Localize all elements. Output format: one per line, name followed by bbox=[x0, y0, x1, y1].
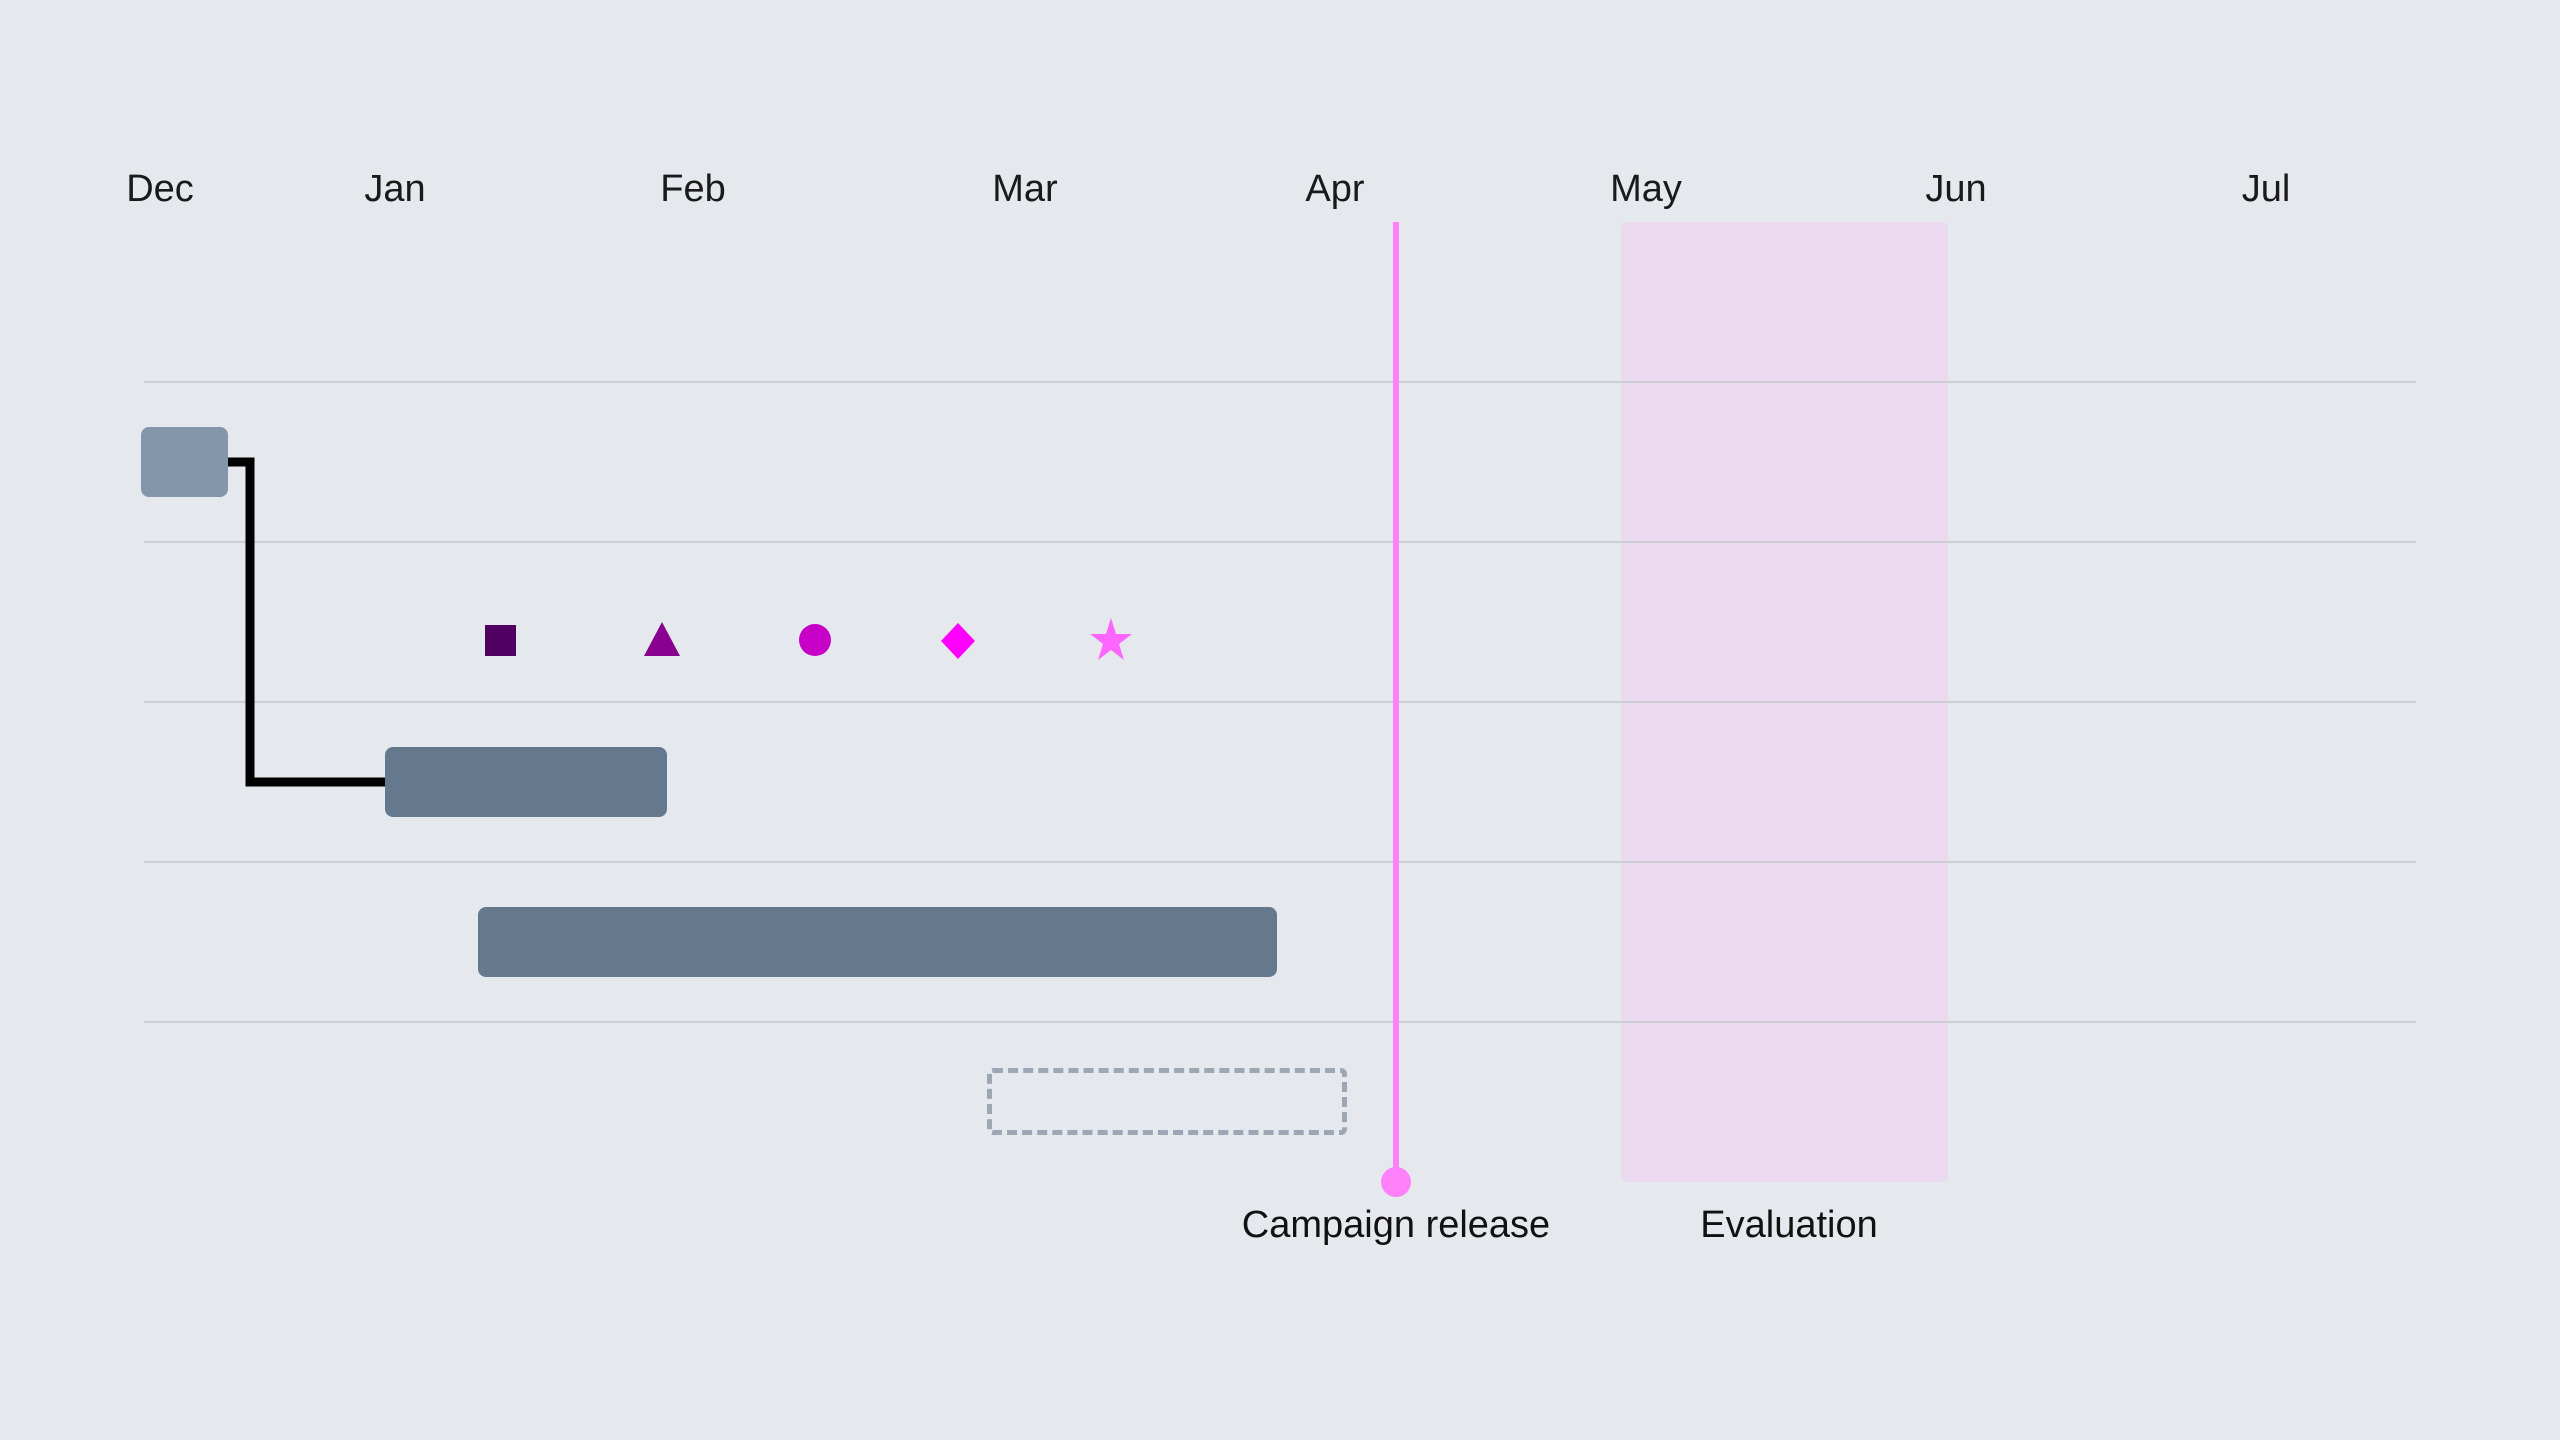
month-label-may: May bbox=[1610, 168, 1682, 210]
evaluation-label: Evaluation bbox=[1700, 1204, 1878, 1246]
row-gridline bbox=[144, 701, 2416, 703]
task-bar-3[interactable] bbox=[478, 907, 1277, 977]
task-bar-1[interactable] bbox=[141, 427, 228, 497]
month-label-mar: Mar bbox=[992, 168, 1058, 210]
month-label-dec: Dec bbox=[126, 168, 194, 210]
month-label-apr: Apr bbox=[1305, 168, 1365, 210]
placeholder-task-bar[interactable] bbox=[987, 1068, 1347, 1135]
row-gridline bbox=[144, 1021, 2416, 1023]
campaign-release-label: Campaign release bbox=[1241, 1204, 1551, 1246]
diamond-marker-icon[interactable] bbox=[941, 623, 975, 659]
month-label-jan: Jan bbox=[364, 168, 426, 210]
row-gridline bbox=[144, 541, 2416, 543]
star-marker-icon[interactable] bbox=[1090, 618, 1132, 660]
square-marker-icon[interactable] bbox=[485, 625, 516, 656]
task-bar-2[interactable] bbox=[385, 747, 667, 817]
circle-marker-icon[interactable] bbox=[799, 624, 831, 656]
month-label-jun: Jun bbox=[1925, 168, 1987, 210]
month-label-feb: Feb bbox=[660, 168, 726, 210]
row-gridline bbox=[144, 381, 2416, 383]
campaign-release-milestone-dot[interactable] bbox=[1381, 1167, 1411, 1197]
campaign-release-milestone-line[interactable] bbox=[1393, 222, 1399, 1182]
row-gridline bbox=[144, 861, 2416, 863]
triangle-marker-icon[interactable] bbox=[644, 622, 680, 656]
month-label-jul: Jul bbox=[2241, 168, 2291, 210]
